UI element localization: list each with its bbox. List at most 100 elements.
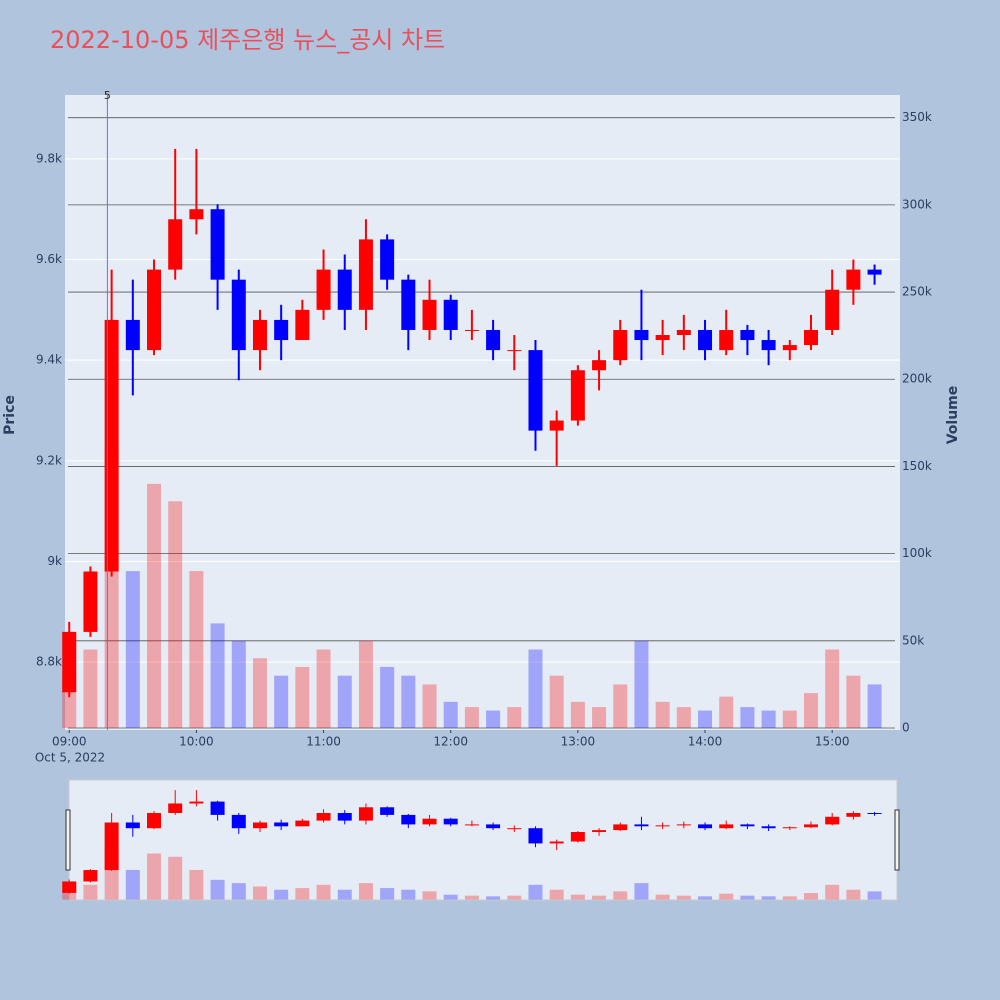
volume-bar [189, 571, 204, 728]
mini-candle-body [825, 816, 840, 825]
mini-candle-body [528, 828, 543, 844]
candle-body [125, 319, 140, 351]
mini-candle-body [443, 818, 458, 825]
mini-volume-bar [740, 895, 755, 900]
mini-candle-body [337, 812, 352, 821]
y2-tick-label: 50k [902, 633, 924, 647]
candle-body [316, 269, 331, 310]
candle-body [846, 269, 861, 290]
mini-candle-body [422, 818, 437, 825]
volume-bar [422, 684, 437, 728]
volume-bar [634, 640, 649, 728]
volume-bar [803, 693, 818, 728]
candle-body [83, 571, 98, 632]
mini-volume-bar [189, 869, 204, 900]
y2-axis-title: Volume [945, 386, 961, 445]
volume-bar [464, 707, 479, 728]
mini-candle-body [380, 807, 395, 815]
mini-volume-bar [210, 879, 225, 900]
y-tick-label: 9.4k [36, 353, 62, 367]
x-tick-label: 11:00 [306, 735, 341, 749]
mini-candle-body [761, 826, 776, 829]
x-tick-label: 15:00 [815, 735, 850, 749]
y2-tick-label: 250k [902, 285, 932, 299]
volume-bar [867, 684, 882, 728]
volume-bar [846, 675, 861, 728]
mini-candle-body [125, 822, 140, 829]
mini-candle-body [104, 822, 119, 871]
y-tick-label: 9.8k [36, 151, 62, 165]
volume-bar [316, 649, 331, 728]
mini-volume-bar [825, 884, 840, 900]
mini-candle-body [210, 801, 225, 815]
mini-candle-body [189, 801, 204, 804]
mini-volume-bar [125, 869, 140, 900]
mini-candle-body [570, 832, 585, 842]
candle-body [104, 319, 119, 572]
candle-body [761, 340, 776, 351]
mini-volume-bar [719, 893, 734, 900]
mini-candle-body [740, 824, 755, 827]
candle-body [592, 360, 607, 371]
x-tick-label: 09:00 [52, 735, 87, 749]
volume-bar [549, 675, 564, 728]
x-tick-sublabel: Oct 5, 2022 [35, 751, 105, 765]
volume-bar [295, 666, 310, 728]
range-handle[interactable] [894, 809, 900, 871]
range-slider[interactable] [68, 779, 898, 901]
x-tick-label: 13:00 [561, 735, 596, 749]
candle-body [422, 299, 437, 330]
x-tick-label: 10:00 [179, 735, 214, 749]
mini-volume-bar [634, 883, 649, 900]
mini-volume-bar [782, 896, 797, 900]
volume-bar [676, 707, 691, 728]
volume-bar [337, 675, 352, 728]
candle-body [464, 329, 479, 331]
mini-candle-body [83, 870, 98, 882]
mini-volume-bar [401, 889, 416, 900]
mini-candle-body [782, 827, 797, 829]
mini-volume-bar [507, 895, 522, 900]
volume-bar [358, 640, 373, 728]
candle-body [803, 329, 818, 346]
candle-body [210, 209, 225, 280]
mini-candle-body [168, 803, 183, 813]
volume-bar [168, 501, 183, 728]
mini-volume-bar [867, 891, 882, 900]
candle-body [634, 329, 649, 341]
mini-candle-body [401, 814, 416, 825]
candle-body [486, 329, 501, 351]
y2-tick-label: 0 [902, 720, 910, 734]
volume-bar [761, 710, 776, 728]
range-handle[interactable] [65, 809, 71, 871]
mini-volume-bar [252, 886, 267, 900]
x-tick-label: 12:00 [433, 735, 468, 749]
mini-volume-bar [676, 895, 691, 900]
volume-bar [740, 707, 755, 728]
mini-candle-body [295, 820, 310, 827]
mini-volume-bar [464, 895, 479, 900]
mini-candle-body [316, 812, 331, 821]
mini-candle-body [613, 824, 628, 831]
candle-body [507, 350, 522, 352]
candle-body [676, 329, 691, 336]
volume-bar [125, 571, 140, 728]
mini-candle-body [252, 822, 267, 829]
mini-volume-bar [422, 891, 437, 900]
candle-body [252, 319, 267, 351]
mini-candle-body [698, 824, 713, 829]
candle-body [62, 631, 77, 693]
volume-bar [486, 710, 501, 728]
volume-bar [401, 675, 416, 728]
mini-candle-body [719, 824, 734, 829]
candle-body [528, 350, 543, 431]
mini-volume-bar [83, 884, 98, 900]
volume-bar [507, 707, 522, 728]
candle-body [337, 269, 352, 310]
volume-bar [252, 658, 267, 728]
candle-body [740, 329, 755, 341]
mini-volume-bar [528, 884, 543, 900]
candle-body [655, 335, 670, 341]
volume-bar [655, 701, 670, 728]
